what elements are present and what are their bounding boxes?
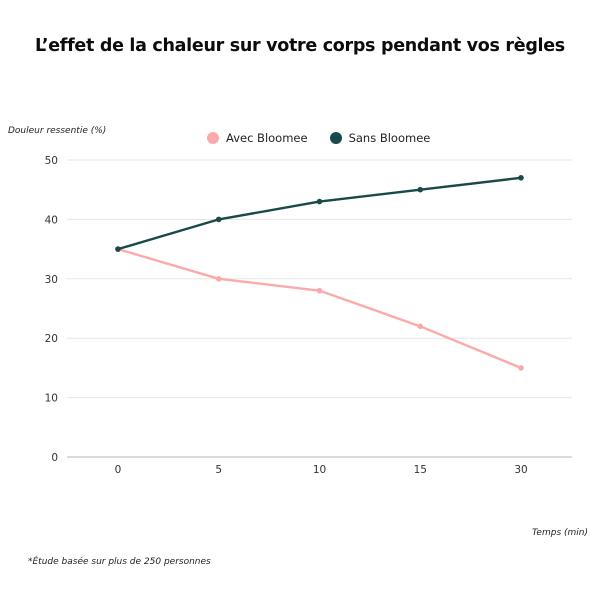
legend-label-avec-bloomee: Avec Bloomee — [226, 131, 308, 145]
footnote: *Étude basée sur plus de 250 personnes — [28, 557, 211, 567]
data-point-avec-bloomee[interactable] — [518, 365, 524, 371]
series-avec-bloomee — [115, 246, 524, 371]
series — [115, 175, 524, 371]
chart-title: L’effet de la chaleur sur votre corps pe… — [35, 36, 565, 56]
legend: Avec Bloomee Sans Bloomee — [207, 131, 452, 145]
y-tick-label: 20 — [45, 333, 58, 345]
x-tick-label: 0 — [115, 464, 122, 476]
legend-item-avec-bloomee[interactable]: Avec Bloomee — [207, 131, 308, 145]
data-point-avec-bloomee[interactable] — [215, 276, 222, 282]
legend-label-sans-bloomee: Sans Bloomee — [348, 131, 431, 145]
y-axis-ticks: 0 10 20 30 40 50 — [45, 155, 58, 464]
legend-marker-avec-bloomee — [207, 132, 219, 144]
legend-marker-sans-bloomee — [329, 132, 342, 144]
line-sans-bloomee — [116, 176, 523, 251]
x-tick-label: 5 — [215, 464, 222, 476]
gridlines — [67, 159, 572, 458]
x-tick-label: 10 — [313, 464, 326, 476]
data-point-sans-bloomee[interactable] — [215, 216, 222, 223]
series-sans-bloomee — [115, 175, 524, 252]
y-tick-label: 0 — [51, 452, 58, 464]
data-point-sans-bloomee[interactable] — [518, 175, 524, 181]
legend-item-sans-bloomee[interactable]: Sans Bloomee — [329, 131, 431, 145]
data-point-avec-bloomee[interactable] — [316, 287, 323, 294]
x-tick-label: 15 — [414, 464, 427, 476]
data-point-sans-bloomee[interactable] — [115, 246, 121, 252]
data-point-sans-bloomee[interactable] — [417, 186, 424, 193]
y-tick-label: 50 — [45, 155, 58, 167]
y-tick-label: 40 — [45, 214, 58, 226]
y-axis-label: Douleur ressentie (%) — [8, 126, 107, 136]
x-axis-label: Temps (min) — [532, 528, 588, 538]
data-point-sans-bloomee[interactable] — [316, 198, 323, 205]
data-point-avec-bloomee[interactable] — [417, 323, 424, 330]
x-axis-ticks: 0 5 10 15 30 — [115, 464, 528, 476]
y-tick-label: 30 — [45, 274, 58, 286]
y-tick-label: 10 — [45, 393, 58, 405]
line-avec-bloomee — [116, 247, 523, 370]
x-tick-label: 30 — [514, 464, 527, 476]
